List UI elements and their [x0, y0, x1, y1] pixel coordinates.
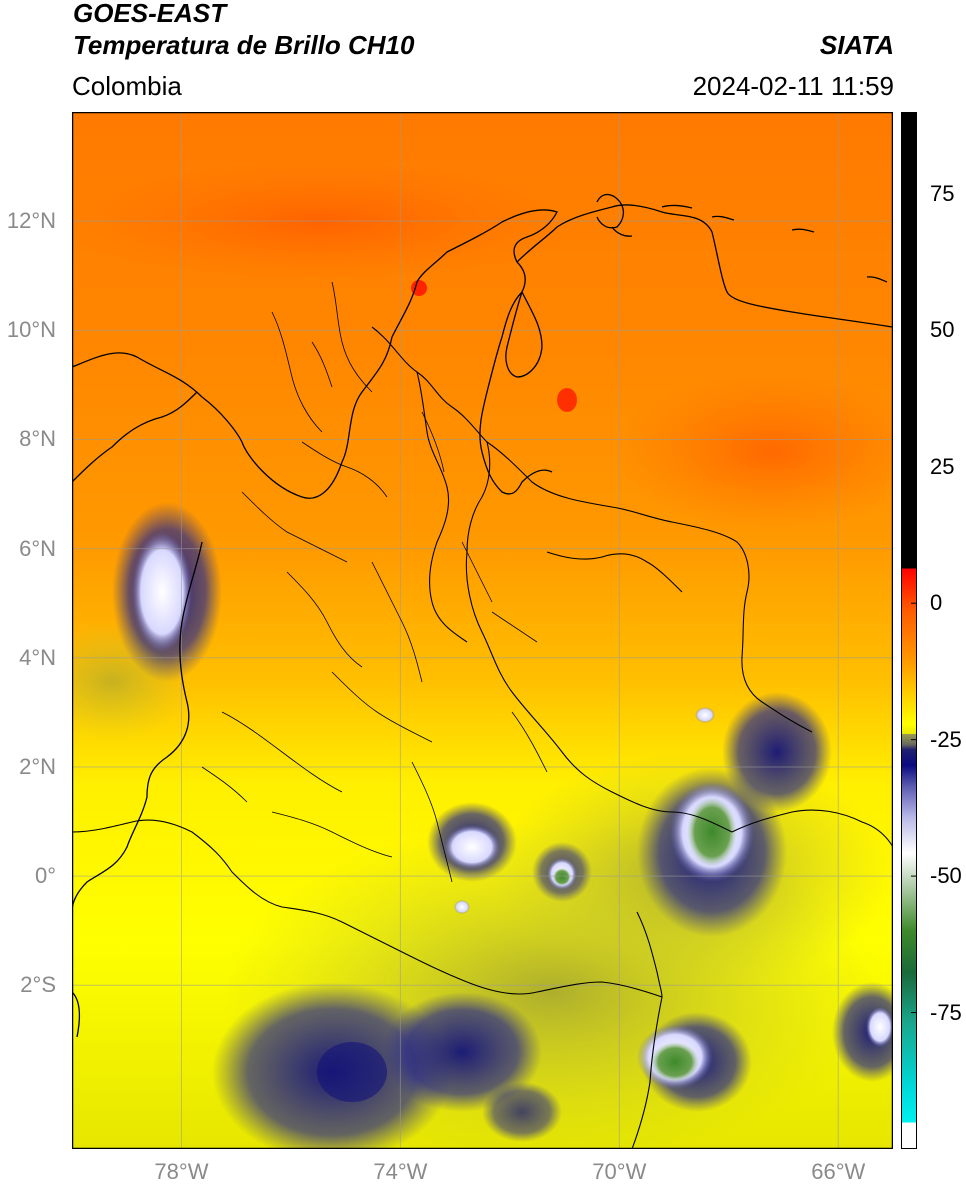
- lon-tick-label: 74°W: [373, 1159, 428, 1184]
- cloud-core: [687, 797, 737, 867]
- cold-cloud: [382, 992, 542, 1112]
- colorbar-tick-label: 0: [930, 590, 943, 616]
- cloud-core: [695, 707, 715, 723]
- cloud-core: [444, 825, 500, 869]
- source-label: SIATA: [819, 30, 894, 60]
- satellite-map: [72, 112, 893, 1149]
- cloud-core: [651, 1042, 699, 1082]
- lon-tick-label: 70°W: [592, 1159, 647, 1184]
- cloud-core: [454, 900, 470, 914]
- timestamp-label: 2024-02-11 11:59: [692, 71, 894, 101]
- lat-tick-label: 2°N: [19, 753, 56, 779]
- lon-tick-label: 78°W: [154, 1159, 209, 1184]
- cloud-core: [553, 868, 571, 886]
- lon-tick-label: 66°W: [811, 1159, 866, 1184]
- cold-cloud: [482, 1082, 562, 1142]
- coastlines: [72, 193, 893, 1038]
- cloud-core: [132, 532, 192, 652]
- cloud-core: [317, 1042, 387, 1102]
- warm-region: [72, 162, 582, 282]
- satellite-title: GOES-EAST: [73, 0, 227, 28]
- warm-region: [557, 388, 577, 412]
- cold-cloud: [722, 692, 832, 812]
- country-borders: [72, 326, 893, 1149]
- colorbar-tick-label: -25: [930, 726, 962, 752]
- lat-tick-label: 8°N: [19, 426, 56, 452]
- cold-cloud: [832, 982, 893, 1082]
- region-label: Colombia: [72, 71, 182, 101]
- lat-tick-label: 2°S: [20, 972, 56, 998]
- warm-region: [411, 280, 427, 296]
- colorbar-tick-label: -75: [930, 999, 962, 1025]
- lat-tick-label: 0°: [34, 863, 56, 889]
- colorbar-tick-label: 25: [930, 453, 955, 479]
- department-borders: [201, 281, 548, 883]
- colorbar-tick-label: 50: [930, 317, 955, 343]
- lat-tick-label: 10°N: [6, 317, 56, 343]
- colorbar-tick-label: -50: [930, 863, 962, 889]
- lat-tick-label: 6°N: [19, 535, 56, 561]
- lat-tick-label: 4°N: [19, 644, 56, 670]
- colorbar-tick-label: 75: [930, 180, 955, 206]
- cloud-core: [866, 1007, 893, 1047]
- product-title: Temperatura de Brillo CH10: [73, 30, 415, 60]
- warm-region: [612, 372, 893, 532]
- colorbar: [901, 112, 917, 1149]
- lat-tick-label: 12°N: [6, 208, 56, 234]
